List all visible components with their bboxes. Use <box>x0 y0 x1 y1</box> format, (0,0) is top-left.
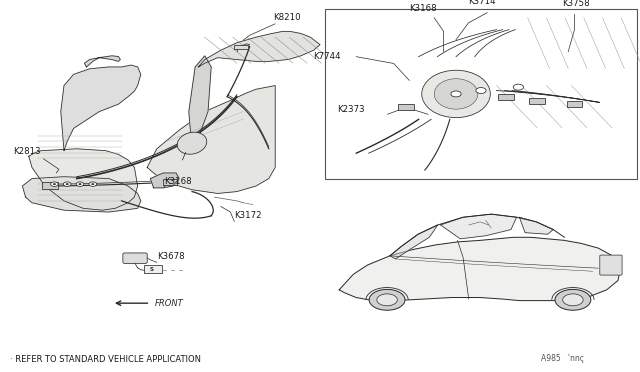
Polygon shape <box>198 32 320 67</box>
Text: K3714: K3714 <box>468 0 496 6</box>
Circle shape <box>63 182 71 186</box>
Bar <box>163 179 177 185</box>
Text: K3172: K3172 <box>234 211 262 220</box>
Text: S: S <box>150 267 154 272</box>
Text: FRONT: FRONT <box>155 299 184 308</box>
Circle shape <box>377 294 397 306</box>
Circle shape <box>555 289 591 310</box>
Polygon shape <box>147 86 275 193</box>
Circle shape <box>53 183 56 185</box>
Bar <box>42 182 58 189</box>
Polygon shape <box>22 177 141 212</box>
Circle shape <box>92 183 94 185</box>
Polygon shape <box>29 149 138 210</box>
Bar <box>144 265 162 273</box>
Bar <box>234 45 248 49</box>
FancyBboxPatch shape <box>123 253 147 263</box>
Text: K2373: K2373 <box>337 105 365 114</box>
Polygon shape <box>61 65 141 151</box>
Circle shape <box>89 182 97 186</box>
Bar <box>399 105 414 110</box>
Text: K3678: K3678 <box>157 252 184 261</box>
Text: K3168: K3168 <box>164 177 191 186</box>
FancyBboxPatch shape <box>600 255 622 275</box>
Circle shape <box>476 87 486 93</box>
Polygon shape <box>84 56 120 67</box>
Text: K3758: K3758 <box>562 0 589 7</box>
Bar <box>567 101 582 107</box>
Text: A985   ʹnnς: A985 ʹnnς <box>541 353 584 363</box>
Bar <box>325 9 637 179</box>
Circle shape <box>79 183 81 185</box>
Circle shape <box>451 91 461 97</box>
Bar <box>498 94 513 100</box>
Circle shape <box>369 289 405 310</box>
Polygon shape <box>390 225 438 259</box>
Circle shape <box>66 183 68 185</box>
Ellipse shape <box>434 79 478 109</box>
Text: K3168: K3168 <box>409 4 437 13</box>
Polygon shape <box>440 214 516 239</box>
Circle shape <box>76 182 84 186</box>
Polygon shape <box>189 56 211 149</box>
Text: K2813: K2813 <box>13 147 40 156</box>
Ellipse shape <box>177 132 207 154</box>
Text: · REFER TO STANDARD VEHICLE APPLICATION: · REFER TO STANDARD VEHICLE APPLICATION <box>10 355 200 364</box>
Ellipse shape <box>422 70 490 118</box>
Circle shape <box>51 182 58 186</box>
Polygon shape <box>520 217 553 234</box>
Bar <box>529 98 545 104</box>
Circle shape <box>513 84 524 90</box>
Circle shape <box>563 294 583 306</box>
Polygon shape <box>150 173 179 188</box>
Text: K7744: K7744 <box>313 52 340 61</box>
Polygon shape <box>339 237 621 301</box>
Text: K8210: K8210 <box>273 13 300 22</box>
